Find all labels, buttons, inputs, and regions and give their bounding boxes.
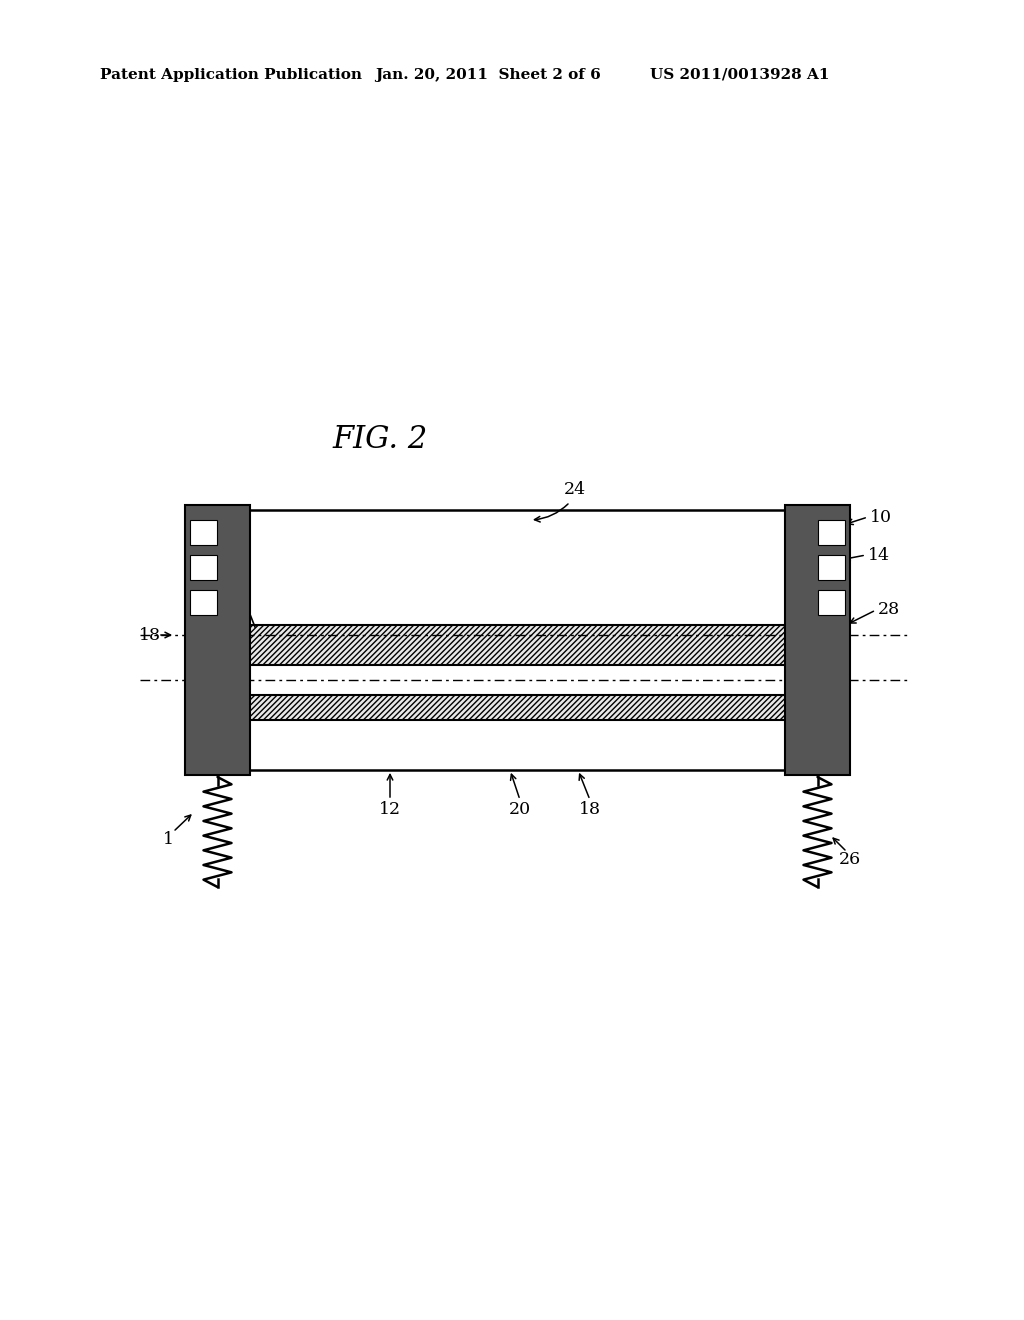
Text: 28: 28 — [878, 602, 900, 619]
Polygon shape — [185, 506, 250, 775]
Polygon shape — [190, 665, 845, 696]
Polygon shape — [818, 520, 845, 545]
Text: 14: 14 — [868, 546, 890, 564]
Text: 1: 1 — [163, 832, 173, 849]
Text: 10: 10 — [870, 508, 892, 525]
Text: 26: 26 — [839, 851, 861, 869]
Text: 12: 12 — [379, 801, 401, 818]
Polygon shape — [195, 510, 840, 770]
Text: US 2011/0013928 A1: US 2011/0013928 A1 — [650, 69, 829, 82]
Polygon shape — [190, 520, 217, 545]
Text: Patent Application Publication: Patent Application Publication — [100, 69, 362, 82]
Text: FIG. 2: FIG. 2 — [333, 425, 428, 455]
Polygon shape — [818, 590, 845, 615]
Polygon shape — [195, 624, 840, 719]
Text: 18: 18 — [579, 801, 601, 818]
Polygon shape — [785, 506, 850, 775]
Text: 24: 24 — [564, 482, 586, 499]
Polygon shape — [818, 554, 845, 579]
Text: 20: 20 — [509, 801, 531, 818]
Polygon shape — [190, 590, 217, 615]
Text: Jan. 20, 2011  Sheet 2 of 6: Jan. 20, 2011 Sheet 2 of 6 — [375, 69, 601, 82]
Polygon shape — [190, 554, 217, 579]
Text: 18: 18 — [139, 627, 161, 644]
